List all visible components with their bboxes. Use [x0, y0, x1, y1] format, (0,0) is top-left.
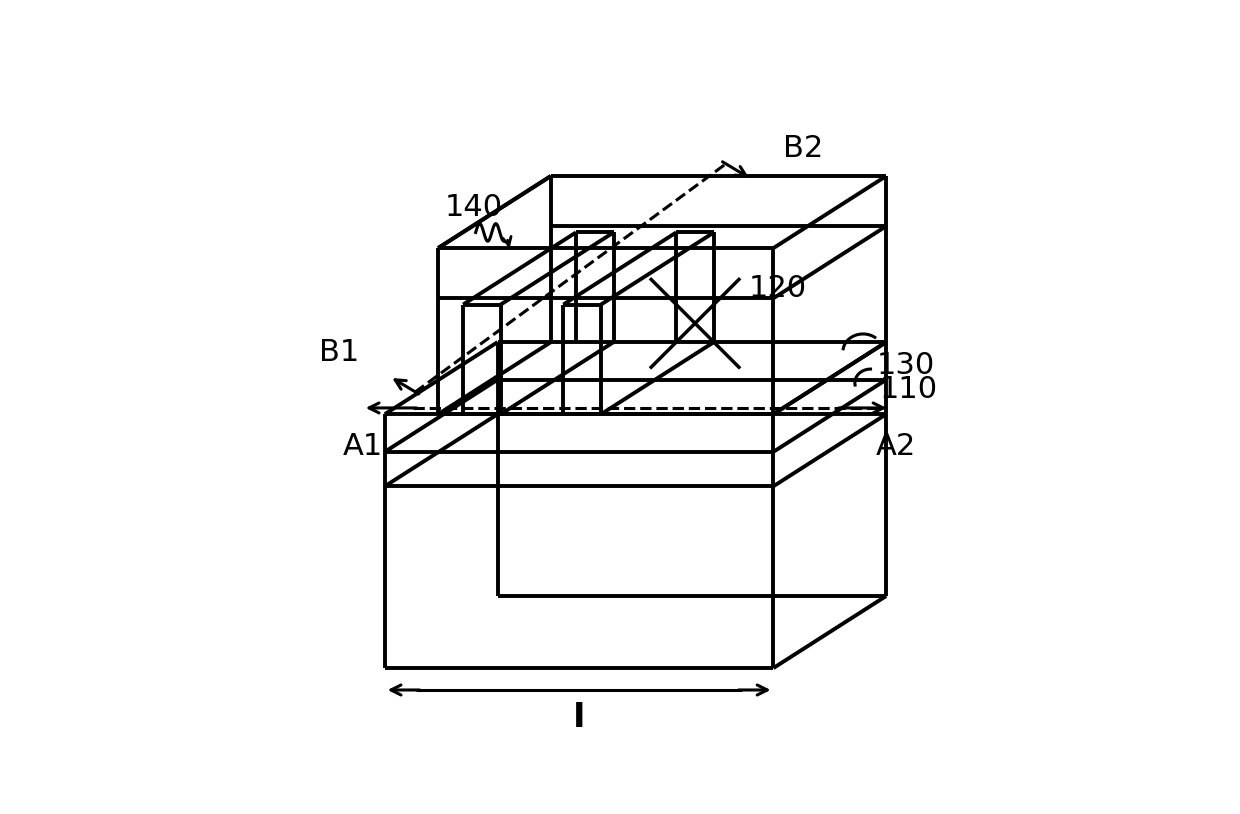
Text: B1: B1	[320, 338, 360, 367]
Text: 120: 120	[748, 274, 806, 304]
Text: 130: 130	[877, 352, 935, 380]
Text: I: I	[573, 702, 585, 734]
Text: 140: 140	[444, 193, 502, 222]
Text: 110: 110	[880, 374, 939, 404]
Text: A1: A1	[342, 431, 383, 461]
Text: A2: A2	[875, 431, 915, 461]
Text: B2: B2	[782, 134, 823, 164]
